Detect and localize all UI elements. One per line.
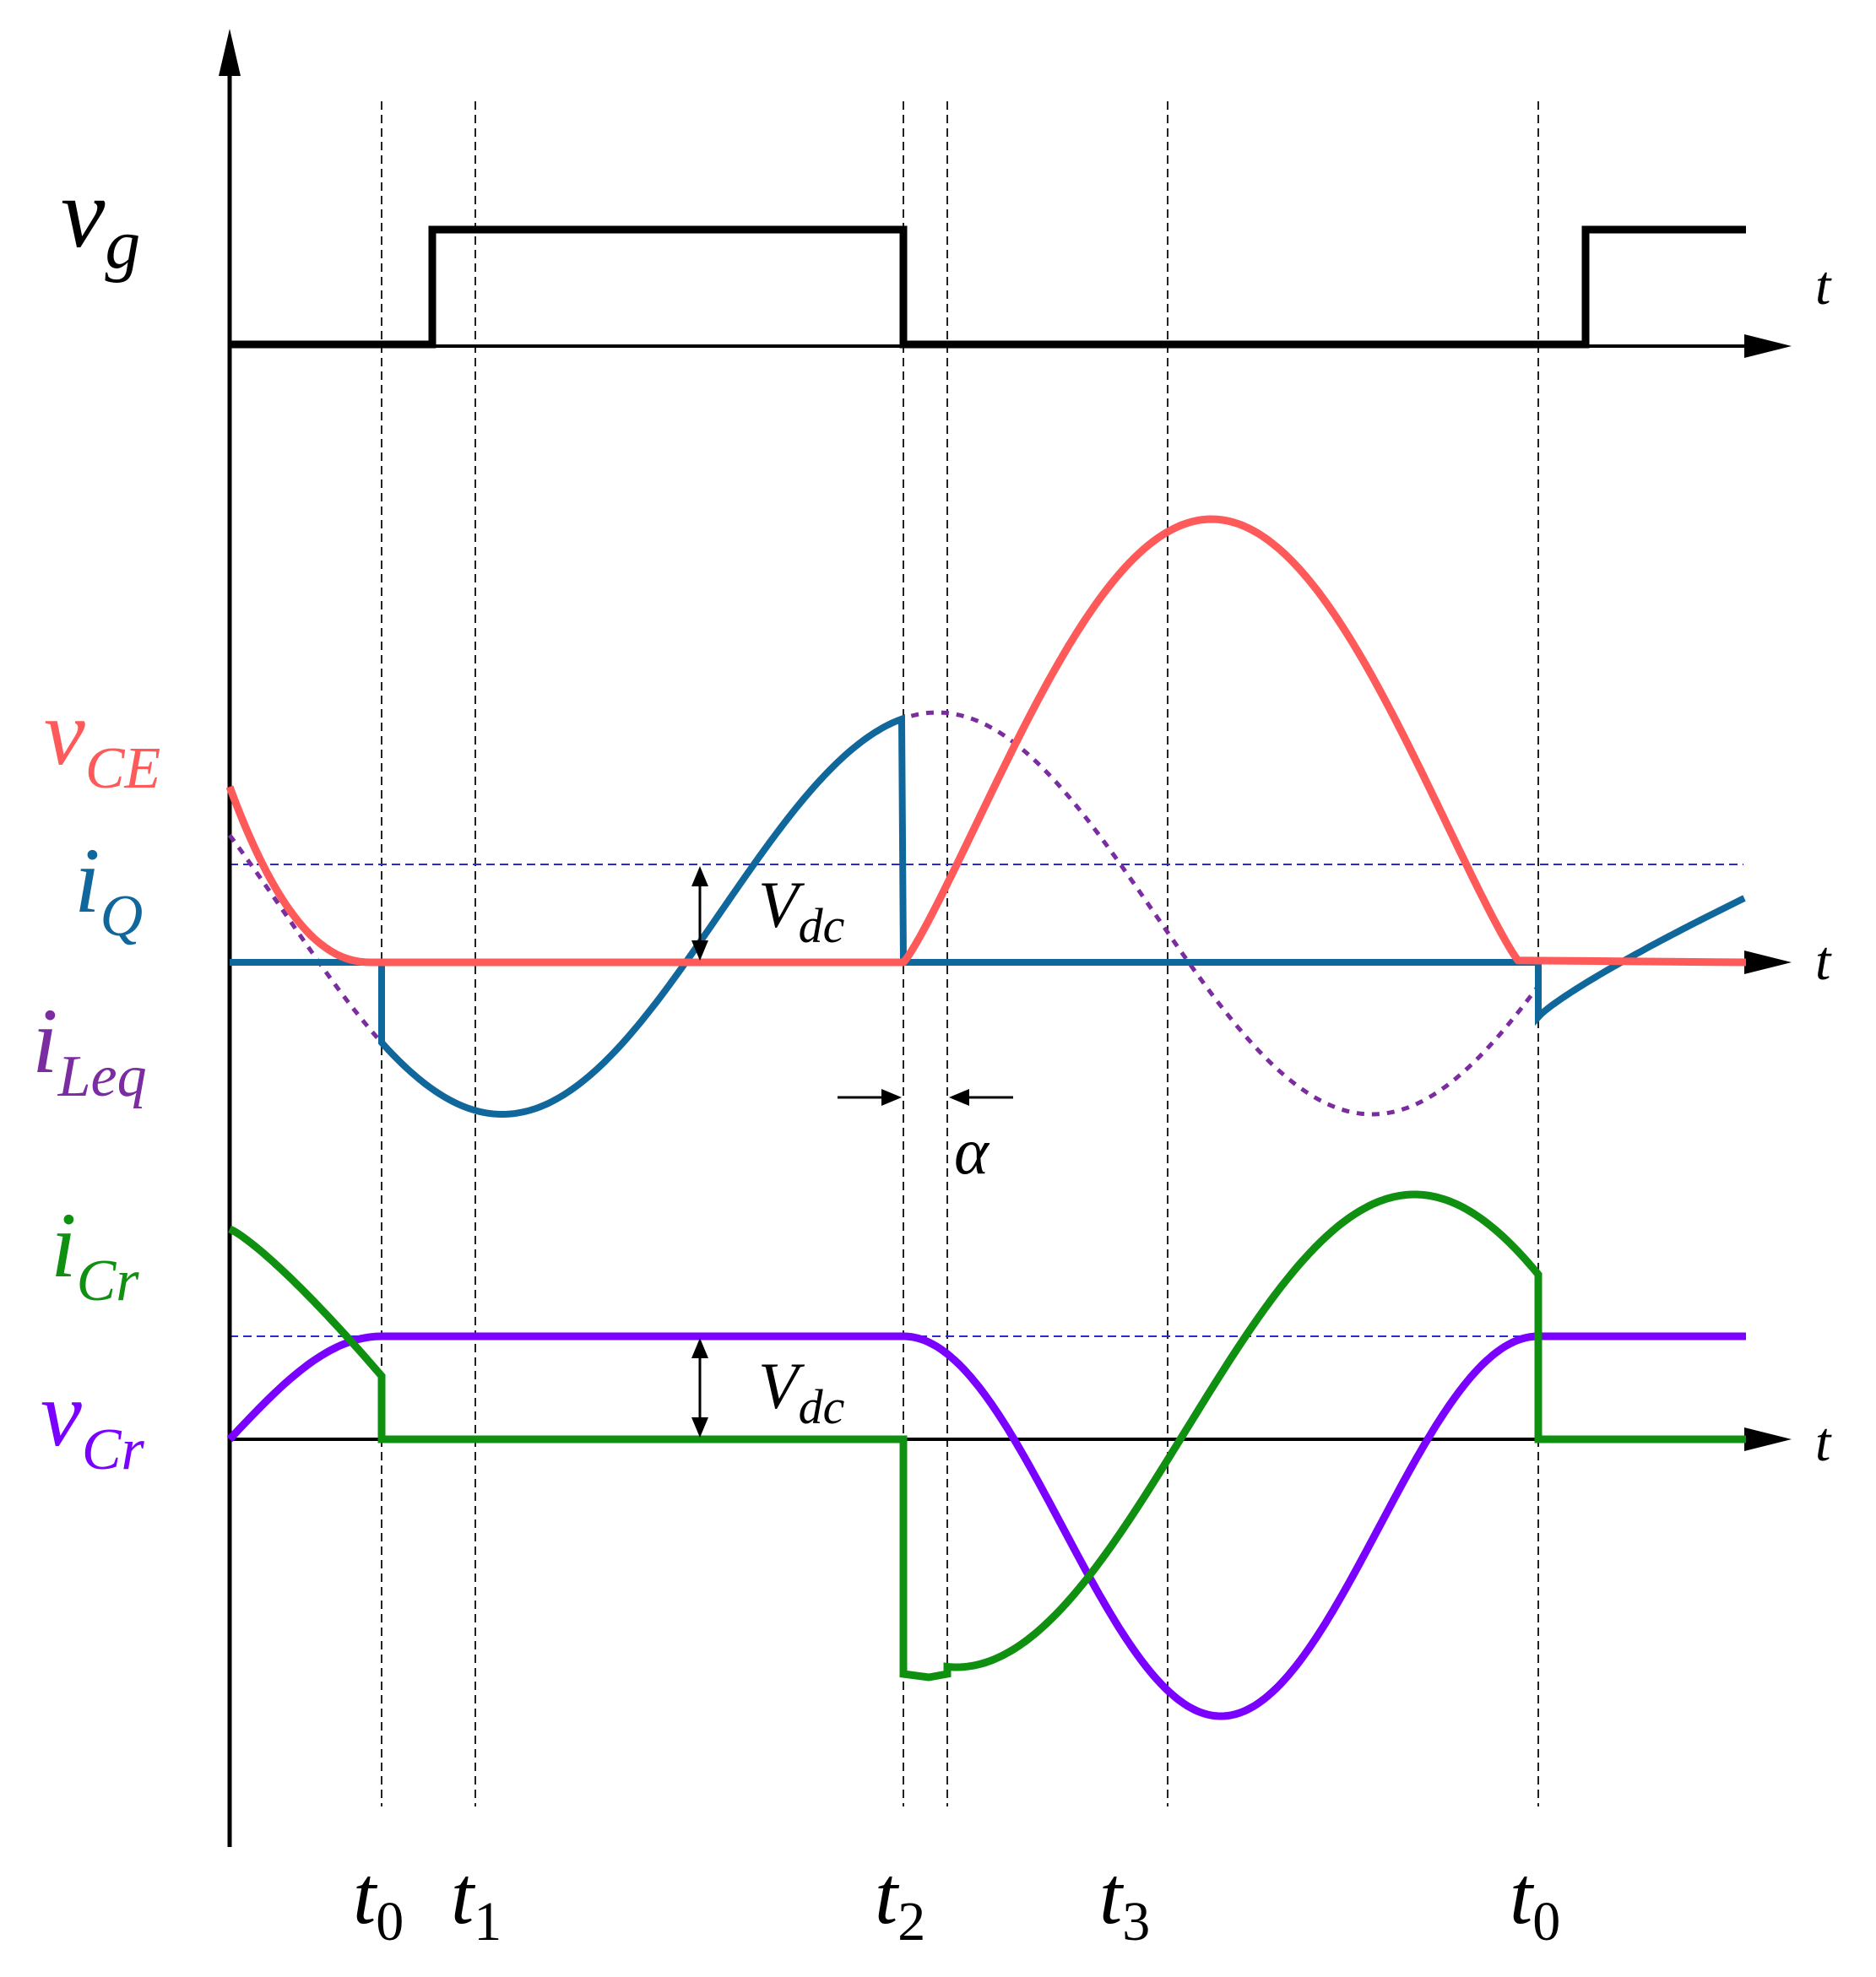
time-label-t3: t3 — [1099, 1850, 1150, 1953]
alpha-arrows — [838, 1089, 1013, 1106]
vdc-arrow-switch — [691, 866, 708, 961]
iLeq-waveform — [227, 710, 1538, 1117]
time-label-t1: t1 — [451, 1850, 502, 1953]
vg-waveform — [230, 225, 1746, 349]
switch-time-axis-arrowhead — [1744, 951, 1792, 974]
iLeq-label: iLeq — [32, 989, 147, 1109]
vertical-axis-arrowhead — [219, 29, 241, 76]
resonant-time-axis-arrowhead — [1744, 1427, 1792, 1451]
vCE-label: vCE — [44, 681, 160, 801]
time-label-t2: t2 — [875, 1850, 925, 1953]
time-label-t0: t0 — [353, 1850, 404, 1953]
vCr-waveform — [226, 1332, 1746, 1720]
vdc-label-switch: Vdc — [758, 868, 845, 953]
alpha-label: α — [954, 1114, 990, 1188]
vdc-arrow-resonant — [691, 1338, 708, 1438]
time-axes — [230, 334, 1792, 1451]
iQ-waveform — [230, 714, 1746, 1118]
vg-label: vg — [61, 158, 140, 284]
iCr-waveform — [228, 1190, 1746, 1682]
gate-axis-t-label: t — [1815, 255, 1832, 317]
iQ-label: iQ — [74, 829, 143, 949]
switch-axis-t-label: t — [1815, 930, 1832, 992]
vCE-waveform — [225, 515, 1747, 967]
gate-time-axis-arrowhead — [1744, 334, 1792, 358]
time-label-t0-end: t0 — [1510, 1850, 1560, 1953]
vCr-label: vCr — [41, 1362, 145, 1482]
vdc-label-resonant: Vdc — [758, 1349, 845, 1434]
iCr-label: iCr — [51, 1194, 139, 1313]
resonant-axis-t-label: t — [1815, 1411, 1832, 1473]
